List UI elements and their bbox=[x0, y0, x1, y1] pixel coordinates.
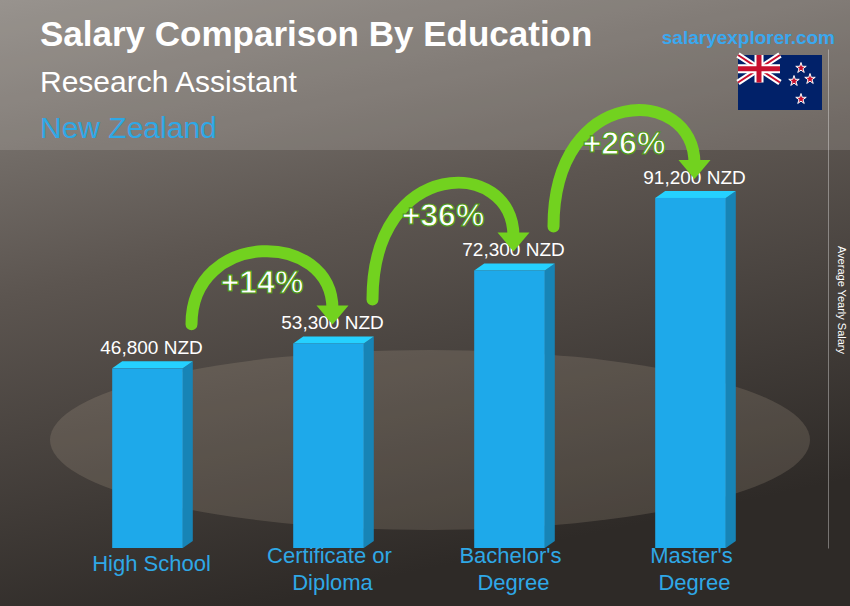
bar-top bbox=[293, 336, 374, 343]
flag-saltire-red bbox=[738, 55, 780, 83]
flag-field bbox=[738, 55, 822, 110]
bar-side bbox=[726, 191, 736, 548]
bar bbox=[112, 361, 193, 548]
bar-front bbox=[474, 270, 545, 548]
bar-top bbox=[112, 361, 193, 368]
percent-change: +36% bbox=[402, 197, 485, 233]
flag-star bbox=[805, 73, 815, 83]
category-label: High School bbox=[92, 551, 211, 576]
category-label: Bachelor's Degree bbox=[459, 543, 567, 595]
flag-star bbox=[796, 93, 806, 103]
y-axis-title: Average Yearly Salary bbox=[836, 246, 848, 355]
flag bbox=[738, 55, 822, 110]
bar-side bbox=[183, 361, 193, 548]
bar-side bbox=[364, 336, 374, 548]
arrow-head bbox=[317, 305, 349, 324]
arrow bbox=[192, 251, 333, 324]
category-label: Certificate or Diploma bbox=[267, 543, 398, 595]
subtitle: New Zealand bbox=[40, 111, 217, 144]
y-axis-line bbox=[828, 50, 829, 549]
bar bbox=[293, 336, 374, 548]
bar bbox=[655, 191, 736, 548]
flag-saltire bbox=[738, 55, 780, 83]
flag-cross-red bbox=[738, 55, 780, 83]
bar bbox=[474, 263, 555, 548]
percent-change: +26% bbox=[583, 125, 666, 161]
category-label: Master's Degree bbox=[650, 543, 739, 595]
bar-front bbox=[293, 343, 364, 548]
y-axis bbox=[828, 50, 829, 549]
background bbox=[0, 0, 850, 606]
percent-change: +14% bbox=[221, 264, 304, 300]
bar-top bbox=[655, 191, 736, 198]
bar-side bbox=[545, 263, 555, 548]
bar-front bbox=[655, 198, 726, 548]
source: salaryexplorer.com bbox=[662, 27, 835, 48]
bars bbox=[112, 191, 736, 548]
decor-window bbox=[0, 0, 850, 150]
bar-top bbox=[474, 263, 555, 270]
arrow-head bbox=[498, 232, 530, 251]
flag-star bbox=[796, 62, 806, 72]
title: Salary Comparison By Education bbox=[40, 14, 592, 53]
flag-union bbox=[738, 55, 780, 83]
arrow-head bbox=[679, 160, 711, 179]
bar-front bbox=[112, 368, 183, 548]
chart: 46,800 NZD53,300 NZD72,300 NZD91,200 NZD… bbox=[0, 0, 850, 606]
subtitle: Research Assistant bbox=[40, 65, 297, 98]
flag-star bbox=[789, 75, 799, 85]
arrow bbox=[554, 110, 695, 226]
flag-cross bbox=[738, 55, 780, 83]
data-label: 46,800 NZD bbox=[100, 337, 202, 358]
arrow bbox=[373, 183, 514, 300]
